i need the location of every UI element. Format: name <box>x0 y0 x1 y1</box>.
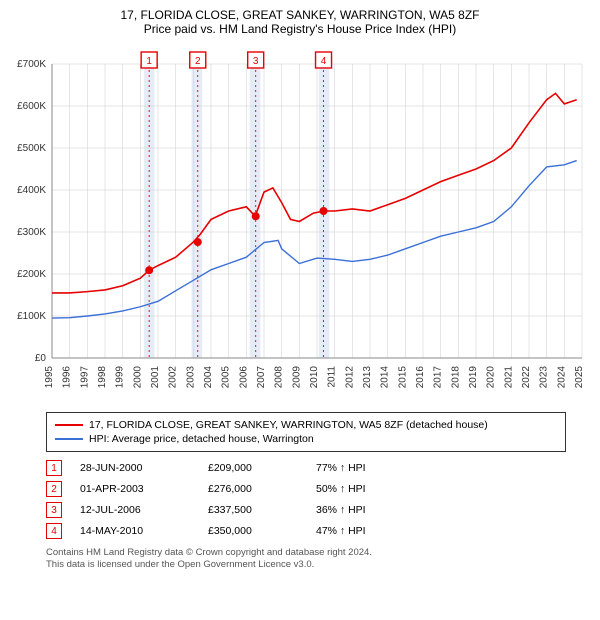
svg-text:2000: 2000 <box>132 366 143 389</box>
transaction-row: 3 12-JUL-2006 £337,500 36% ↑ HPI <box>46 502 566 518</box>
svg-text:2018: 2018 <box>450 366 461 389</box>
transaction-marker: 3 <box>46 502 62 518</box>
svg-text:2004: 2004 <box>203 366 214 389</box>
svg-text:1995: 1995 <box>44 366 55 389</box>
legend-item: 17, FLORIDA CLOSE, GREAT SANKEY, WARRING… <box>55 419 557 431</box>
svg-text:2002: 2002 <box>168 366 179 389</box>
svg-text:2012: 2012 <box>344 366 355 389</box>
footer-line1: Contains HM Land Registry data © Crown c… <box>46 547 592 559</box>
chart-area: £0 £100K £200K £300K £400K £500K £600K £700K 199… <box>8 42 592 402</box>
svg-text:2014: 2014 <box>380 366 391 389</box>
svg-text:1999: 1999 <box>115 366 126 389</box>
svg-text:2008: 2008 <box>274 366 285 389</box>
svg-text:2020: 2020 <box>486 366 497 389</box>
transaction-pct: 77% ↑ HPI <box>316 462 436 474</box>
svg-text:2009: 2009 <box>291 366 302 389</box>
legend-swatch <box>55 438 83 440</box>
transaction-row: 1 28-JUN-2000 £209,000 77% ↑ HPI <box>46 460 566 476</box>
svg-text:1996: 1996 <box>62 366 73 389</box>
title-address: 17, FLORIDA CLOSE, GREAT SANKEY, WARRING… <box>8 8 592 22</box>
chart-title: 17, FLORIDA CLOSE, GREAT SANKEY, WARRING… <box>8 8 592 36</box>
svg-text:2006: 2006 <box>238 366 249 389</box>
svg-text:£0: £0 <box>35 353 47 364</box>
svg-text:1998: 1998 <box>97 366 108 389</box>
svg-text:2001: 2001 <box>150 366 161 389</box>
transaction-marker: 1 <box>46 460 62 476</box>
svg-text:£400K: £400K <box>17 185 46 196</box>
transaction-date: 01-APR-2003 <box>80 483 190 495</box>
svg-text:£500K: £500K <box>17 143 46 154</box>
svg-text:1997: 1997 <box>79 366 90 389</box>
legend-swatch <box>55 424 83 426</box>
svg-text:2024: 2024 <box>556 366 567 389</box>
svg-text:2023: 2023 <box>539 366 550 389</box>
legend-item: HPI: Average price, detached house, Warr… <box>55 433 557 445</box>
svg-text:2016: 2016 <box>415 366 426 389</box>
transaction-date: 28-JUN-2000 <box>80 462 190 474</box>
svg-text:£300K: £300K <box>17 227 46 238</box>
svg-text:2003: 2003 <box>185 366 196 389</box>
transaction-marker: 2 <box>46 481 62 497</box>
transaction-price: £337,500 <box>208 504 298 516</box>
legend-label: HPI: Average price, detached house, Warr… <box>89 433 314 445</box>
svg-text:2007: 2007 <box>256 366 267 389</box>
transaction-date: 14-MAY-2010 <box>80 525 190 537</box>
transaction-pct: 50% ↑ HPI <box>316 483 436 495</box>
svg-text:2005: 2005 <box>221 366 232 389</box>
svg-text:2017: 2017 <box>433 366 444 389</box>
svg-text:2019: 2019 <box>468 366 479 389</box>
svg-text:4: 4 <box>321 56 327 67</box>
svg-text:2022: 2022 <box>521 366 532 389</box>
svg-text:2: 2 <box>195 56 201 67</box>
transaction-date: 12-JUL-2006 <box>80 504 190 516</box>
transaction-table: 1 28-JUN-2000 £209,000 77% ↑ HPI 2 01-APR-200… <box>46 460 566 539</box>
svg-text:2025: 2025 <box>574 366 585 389</box>
transaction-price: £276,000 <box>208 483 298 495</box>
transaction-price: £350,000 <box>208 525 298 537</box>
transaction-row: 2 01-APR-2003 £276,000 50% ↑ HPI <box>46 481 566 497</box>
transaction-marker: 4 <box>46 523 62 539</box>
svg-text:£100K: £100K <box>17 311 46 322</box>
svg-text:£700K: £700K <box>17 59 46 70</box>
svg-text:£200K: £200K <box>17 269 46 280</box>
legend-box: 17, FLORIDA CLOSE, GREAT SANKEY, WARRING… <box>46 412 566 452</box>
svg-text:3: 3 <box>253 56 259 67</box>
svg-text:2015: 2015 <box>397 366 408 389</box>
svg-text:2013: 2013 <box>362 366 373 389</box>
transaction-pct: 36% ↑ HPI <box>316 504 436 516</box>
svg-text:£600K: £600K <box>17 101 46 112</box>
svg-text:2021: 2021 <box>503 366 514 389</box>
title-subtitle: Price paid vs. HM Land Registry's House … <box>8 22 592 36</box>
svg-text:2010: 2010 <box>309 366 320 389</box>
footer-line2: This data is licensed under the Open Gov… <box>46 559 592 571</box>
svg-text:2011: 2011 <box>327 366 338 388</box>
legend-label: 17, FLORIDA CLOSE, GREAT SANKEY, WARRING… <box>89 419 488 431</box>
transaction-pct: 47% ↑ HPI <box>316 525 436 537</box>
svg-text:1: 1 <box>146 56 152 67</box>
transaction-price: £209,000 <box>208 462 298 474</box>
transaction-row: 4 14-MAY-2010 £350,000 47% ↑ HPI <box>46 523 566 539</box>
line-chart-svg: £0 £100K £200K £300K £400K £500K £600K £700K 199… <box>8 42 592 402</box>
footer-attribution: Contains HM Land Registry data © Crown c… <box>46 547 592 572</box>
